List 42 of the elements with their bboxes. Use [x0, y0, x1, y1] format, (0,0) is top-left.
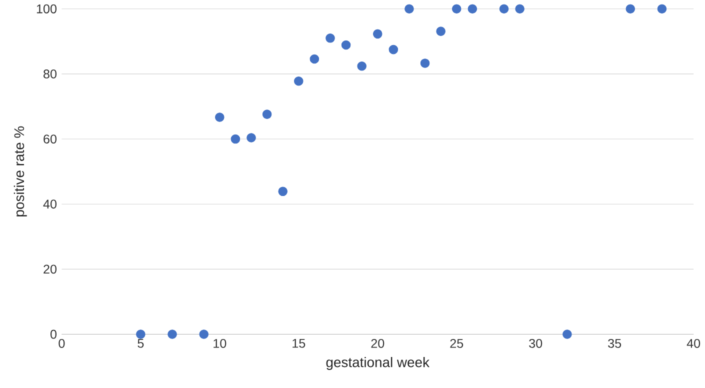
x-axis-title: gestational week: [326, 356, 430, 370]
y-tick-label: 40: [43, 200, 57, 209]
point: [372, 29, 382, 39]
x-tick-label: 25: [450, 338, 464, 348]
point: [246, 133, 256, 142]
point: [562, 330, 572, 339]
point: [294, 76, 304, 86]
y-tick-label: 80: [44, 69, 57, 78]
x-tick-label: 0: [58, 338, 65, 348]
point: [168, 330, 177, 339]
y-tick-label: 20: [44, 264, 57, 274]
y-tick-label: 0: [50, 330, 57, 339]
x-tick-label: 5: [138, 338, 144, 348]
y-axis-title: positive rate %: [14, 126, 27, 216]
point: [468, 4, 478, 14]
point: [310, 54, 320, 64]
point: [499, 4, 509, 14]
point: [199, 330, 209, 339]
point: [515, 4, 524, 14]
x-tick-label: 35: [608, 338, 622, 348]
x-tick-label: 40: [686, 338, 700, 348]
point: [626, 4, 636, 14]
point: [452, 4, 462, 14]
point: [278, 186, 288, 196]
point: [230, 134, 240, 144]
point: [436, 26, 446, 36]
point: [341, 40, 351, 50]
point: [136, 330, 146, 339]
y-tick-label: 100: [36, 4, 57, 14]
point: [357, 62, 366, 71]
y-tick-label: 60: [44, 134, 57, 144]
x-tick-label: 30: [529, 338, 542, 348]
point: [657, 4, 667, 14]
x-tick-label: 20: [371, 338, 384, 348]
x-tick-label: 15: [292, 338, 306, 348]
point: [326, 34, 335, 43]
point: [262, 110, 272, 119]
point: [388, 44, 398, 54]
point: [215, 112, 224, 122]
point: [404, 4, 414, 14]
x-tick-label: 10: [214, 338, 226, 348]
point: [420, 58, 430, 68]
